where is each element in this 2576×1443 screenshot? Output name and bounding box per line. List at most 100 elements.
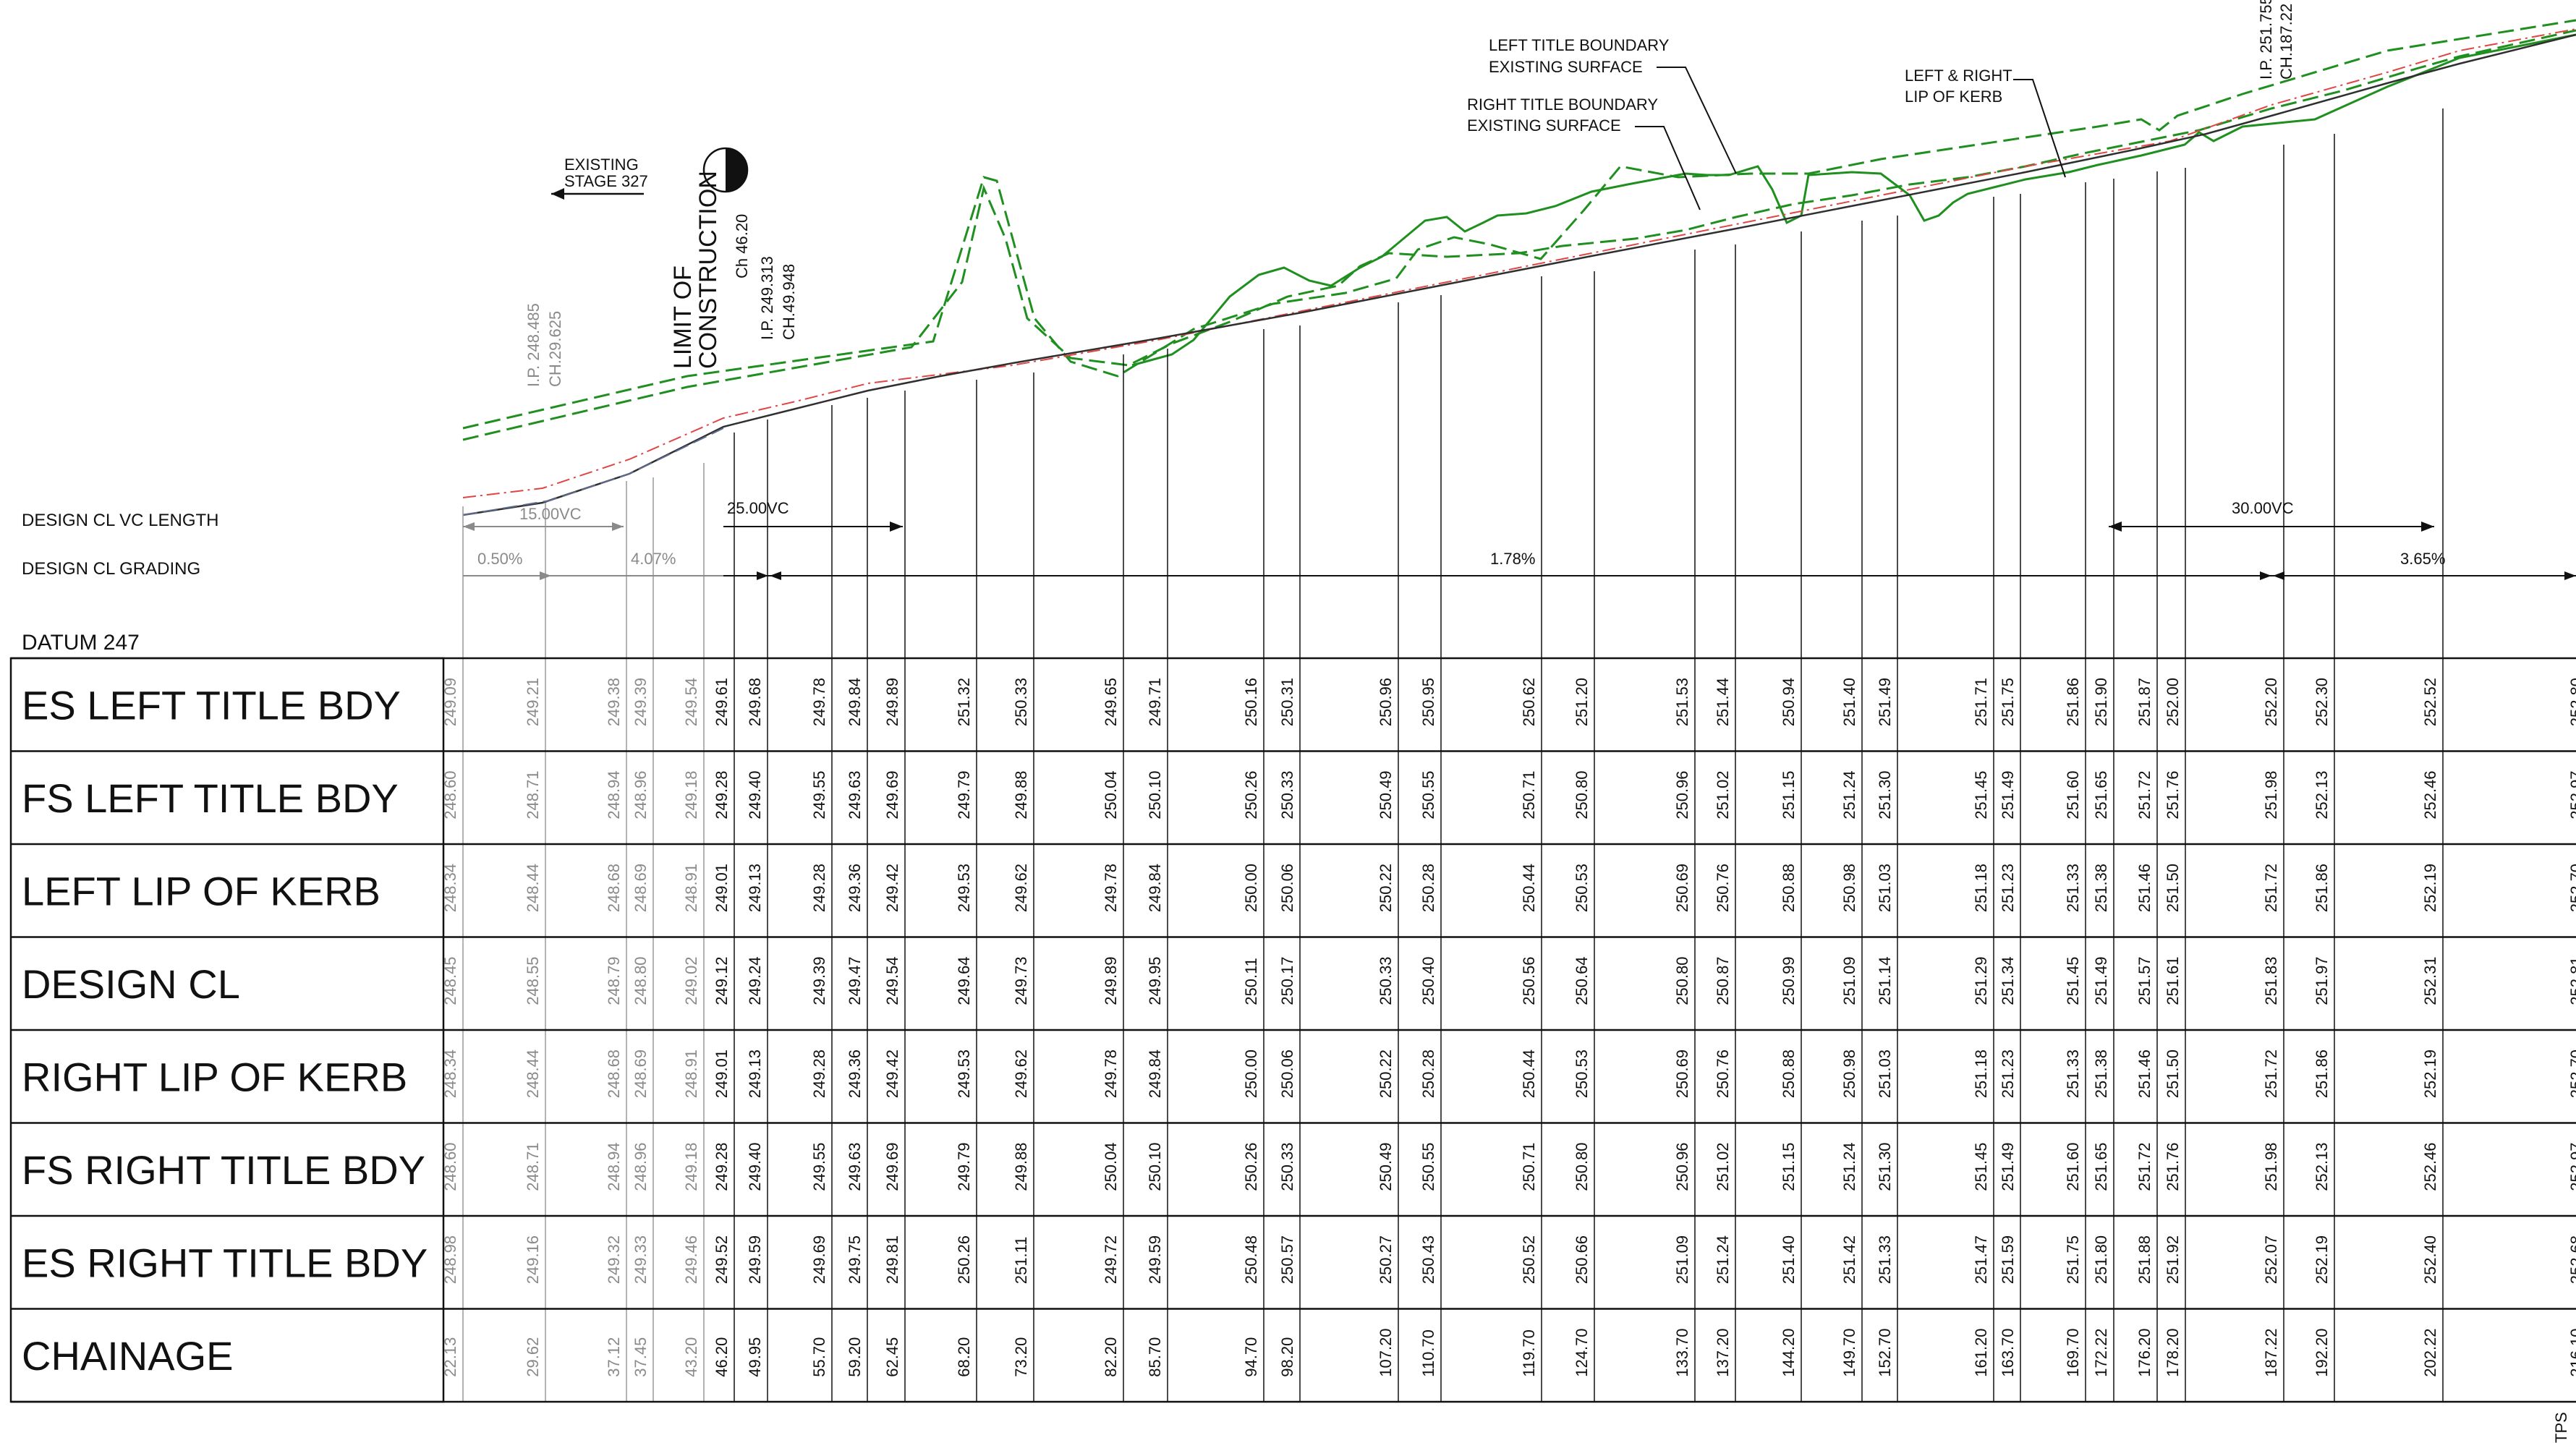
table-cell: 249.89	[1102, 956, 1120, 1005]
table-cell: 124.70	[1573, 1328, 1591, 1376]
table-cell: 251.60	[2064, 770, 2082, 819]
table-cell: 251.03	[1876, 864, 1894, 912]
table-cell: 249.40	[746, 770, 764, 819]
table-cell: 249.32	[605, 1235, 623, 1284]
table-cell: 192.20	[2313, 1328, 2331, 1376]
table-cell: 249.69	[883, 770, 901, 819]
table-cell: 250.33	[1278, 1142, 1296, 1191]
table-cell: 251.98	[2262, 770, 2280, 819]
table-cell: 249.24	[746, 956, 764, 1005]
table-cell: 251.38	[2092, 864, 2110, 912]
vc3-arrow-left	[2109, 522, 2122, 532]
table-cell: 249.54	[883, 956, 901, 1005]
table-cell: 250.96	[1673, 1142, 1691, 1191]
table-cell: 249.65	[1102, 678, 1120, 726]
table-cell: 169.70	[2064, 1328, 2082, 1376]
table-cell: 250.10	[1146, 770, 1164, 819]
table-cell: 251.45	[1972, 770, 1990, 819]
table-cell: 250.04	[1102, 770, 1120, 819]
table-cell: 249.81	[883, 1235, 901, 1284]
table-cell: 46.20	[713, 1337, 731, 1377]
table-cell: 252.30	[2313, 678, 2331, 726]
lip-of-kerb-line	[1131, 33, 2576, 367]
table-cell: 250.99	[1780, 956, 1798, 1005]
kerb-offset-line	[462, 28, 2576, 498]
table-cell: 250.88	[1780, 864, 1798, 912]
table-cell: 252.46	[2421, 770, 2439, 819]
grade-3: 1.78%	[1490, 550, 1535, 568]
vc-length-1: 15.00VC	[519, 505, 582, 523]
table-cell: 94.70	[1242, 1337, 1260, 1377]
table-cell: 249.12	[713, 956, 731, 1005]
table-cell: 249.72	[1102, 1235, 1120, 1284]
grade-4: 3.65%	[2400, 550, 2445, 568]
table-cell: 249.95	[1146, 956, 1164, 1005]
table-cell: 251.72	[2135, 1142, 2154, 1191]
table-cell: 62.45	[883, 1337, 901, 1377]
table-cell: 250.26	[1242, 1142, 1260, 1191]
table-cell: 187.22	[2262, 1328, 2280, 1376]
table-cell: 249.68	[746, 678, 764, 726]
table-cell: 251.15	[1780, 1142, 1798, 1191]
table-cell: 250.53	[1573, 1050, 1591, 1098]
table-cell: 251.20	[1573, 678, 1591, 726]
table-cell: 248.55	[524, 956, 542, 1005]
table-cell: 249.42	[883, 864, 901, 912]
table-cell: 249.53	[955, 864, 973, 912]
table-cell: 250.31	[1278, 678, 1296, 726]
left-title-leader	[1657, 67, 1737, 174]
table-cell: 250.28	[1419, 1050, 1437, 1098]
table-cell: 249.13	[746, 1050, 764, 1098]
table-cell: 251.86	[2313, 1050, 2331, 1098]
table-cell: 248.45	[441, 956, 459, 1005]
table-cell: 161.20	[1972, 1328, 1990, 1376]
table-cell: 250.33	[1377, 956, 1395, 1005]
table-cell: 250.62	[1520, 678, 1538, 726]
table-cell: 22.13	[441, 1337, 459, 1377]
table-cell: 249.78	[1102, 1050, 1120, 1098]
table-cell: 37.45	[632, 1337, 650, 1377]
table-cell: 251.92	[2164, 1235, 2182, 1284]
table-cell: 248.91	[682, 1050, 700, 1098]
table-cell: 251.11	[1012, 1237, 1030, 1285]
table-cell: 249.69	[810, 1235, 828, 1284]
table-cell: 252.97	[2567, 1142, 2576, 1191]
table-cell: 250.55	[1419, 1142, 1437, 1191]
table-cell: 252.20	[2262, 678, 2280, 726]
table-cell: 248.69	[632, 1050, 650, 1098]
ip-chainage-label-1: CH.29.625	[546, 311, 564, 387]
table-cell: 107.20	[1377, 1328, 1395, 1376]
table-cell: 249.73	[1012, 956, 1030, 1005]
table-rows: ES LEFT TITLE BDY FS LEFT TITLE BDY LEFT L…	[11, 682, 2576, 1379]
table-cell: 249.78	[810, 678, 828, 726]
table-cell: 252.19	[2313, 1235, 2331, 1284]
table-cell: 163.70	[1999, 1328, 2017, 1376]
table-cell: 251.61	[2164, 956, 2182, 1005]
table-cell: 252.97	[2567, 770, 2576, 819]
table-cell: 251.49	[1876, 678, 1894, 726]
grade-2: 4.07%	[631, 550, 676, 568]
profile-area	[462, 19, 2576, 516]
table-cell: 249.39	[810, 956, 828, 1005]
table-cell: 250.57	[1278, 1235, 1296, 1284]
table-cell: 251.02	[1714, 1142, 1732, 1191]
table-cell: 251.40	[1780, 1235, 1798, 1284]
table-cell: 249.36	[846, 1050, 864, 1098]
table-cell: 249.33	[632, 1235, 650, 1284]
table-cell: 250.95	[1419, 678, 1437, 726]
table-cell: 251.87	[2135, 678, 2154, 726]
right-title-callout-2: EXISTING SURFACE	[1467, 116, 1621, 135]
table-cell: 250.98	[1840, 1050, 1858, 1098]
table-cell: 250.04	[1102, 1142, 1120, 1191]
table-row-label: DESIGN CL	[22, 961, 240, 1007]
table-cell: 68.20	[955, 1337, 973, 1377]
table-cell: 252.70	[2567, 864, 2576, 912]
table-cell: 251.32	[955, 678, 973, 726]
table-cell: 250.76	[1714, 864, 1732, 912]
table-cell: 251.50	[2164, 864, 2182, 912]
table-cell: 251.18	[1972, 1050, 1990, 1098]
table-cell: 251.50	[2164, 1050, 2182, 1098]
table-cell: 251.44	[1714, 678, 1732, 726]
table-cell: 251.60	[2064, 1142, 2082, 1191]
table-cell: 249.28	[713, 770, 731, 819]
